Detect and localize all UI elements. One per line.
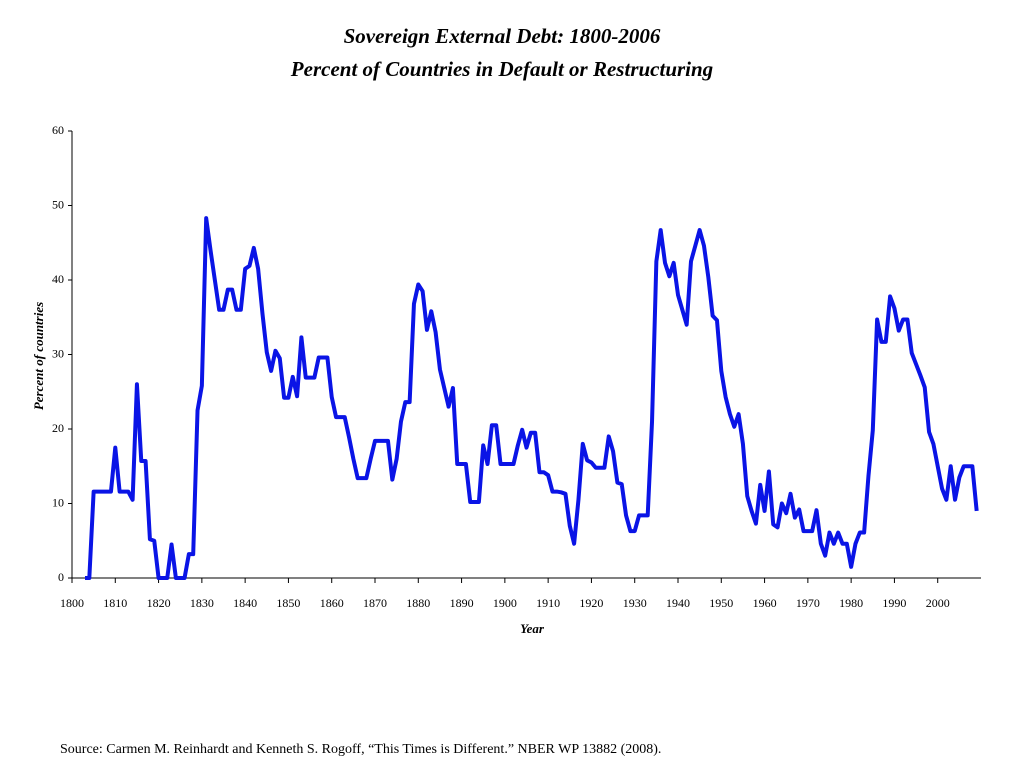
y-tick-label: 60 bbox=[52, 123, 64, 137]
source-note: Source: Carmen M. Reinhardt and Kenneth … bbox=[60, 742, 661, 757]
x-tick-label: 1930 bbox=[623, 596, 647, 610]
x-tick-label: 1850 bbox=[276, 596, 300, 610]
x-tick-label: 1940 bbox=[666, 596, 690, 610]
y-axis-label: Percent of countries bbox=[31, 302, 46, 410]
x-tick-label: 1990 bbox=[882, 596, 906, 610]
chart-subtitle: Percent of Countries in Default or Restr… bbox=[290, 57, 713, 81]
y-tick-label: 30 bbox=[52, 346, 64, 360]
x-tick-label: 1830 bbox=[190, 596, 214, 610]
x-tick-label: 1900 bbox=[493, 596, 517, 610]
x-tick-label: 1880 bbox=[406, 596, 430, 610]
x-tick-label: 1870 bbox=[363, 596, 387, 610]
x-axis-label: Year bbox=[520, 621, 545, 636]
x-tick-label: 1960 bbox=[753, 596, 777, 610]
x-tick-label: 1820 bbox=[147, 596, 171, 610]
x-tick-label: 1890 bbox=[450, 596, 474, 610]
y-tick-label: 50 bbox=[52, 197, 64, 211]
x-tick-label: 1800 bbox=[60, 596, 84, 610]
x-tick-label: 1980 bbox=[839, 596, 863, 610]
y-tick-label: 20 bbox=[52, 421, 64, 435]
x-tick-label: 1950 bbox=[709, 596, 733, 610]
y-tick-label: 0 bbox=[58, 570, 64, 584]
y-tick-label: 40 bbox=[52, 272, 64, 286]
x-tick-label: 1840 bbox=[233, 596, 257, 610]
x-tick-label: 2000 bbox=[926, 596, 950, 610]
x-tick-label: 1810 bbox=[103, 596, 127, 610]
x-tick-label: 1860 bbox=[320, 596, 344, 610]
x-tick-label: 1910 bbox=[536, 596, 560, 610]
x-tick-label: 1920 bbox=[579, 596, 603, 610]
y-tick-label: 10 bbox=[52, 495, 64, 509]
x-tick-label: 1970 bbox=[796, 596, 820, 610]
data-line bbox=[84, 216, 979, 580]
chart-title: Sovereign External Debt: 1800-2006 bbox=[344, 24, 661, 48]
